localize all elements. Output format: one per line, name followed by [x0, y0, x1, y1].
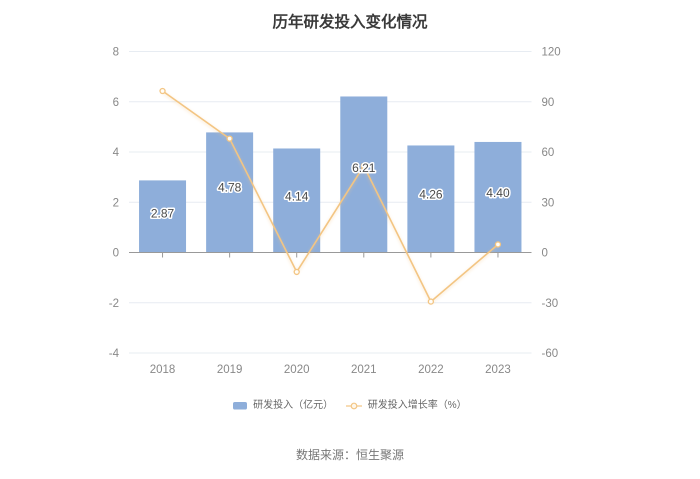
- svg-text:2022: 2022: [418, 364, 444, 376]
- svg-text:2.87: 2.87: [151, 207, 175, 221]
- svg-text:4: 4: [113, 147, 120, 159]
- svg-text:4.78: 4.78: [218, 181, 242, 195]
- svg-text:2021: 2021: [351, 364, 377, 376]
- svg-text:2: 2: [113, 197, 119, 209]
- svg-text:4.40: 4.40: [486, 186, 510, 200]
- svg-text:-2: -2: [109, 298, 119, 310]
- svg-text:60: 60: [542, 147, 555, 159]
- svg-text:-4: -4: [109, 348, 120, 360]
- svg-text:2018: 2018: [150, 364, 176, 376]
- svg-text:120: 120: [542, 47, 561, 59]
- svg-text:-60: -60: [542, 348, 559, 360]
- svg-text:2023: 2023: [485, 364, 511, 376]
- svg-text:0: 0: [113, 248, 119, 260]
- svg-text:2020: 2020: [284, 364, 310, 376]
- svg-text:4.14: 4.14: [285, 189, 309, 203]
- svg-text:30: 30: [542, 197, 555, 209]
- svg-text:8: 8: [113, 47, 119, 59]
- svg-text:2019: 2019: [217, 364, 243, 376]
- svg-text:90: 90: [542, 97, 555, 109]
- svg-text:6.21: 6.21: [352, 161, 376, 175]
- svg-text:4.26: 4.26: [419, 188, 443, 202]
- svg-text:6: 6: [113, 97, 119, 109]
- svg-text:-30: -30: [542, 298, 559, 310]
- svg-text:0: 0: [542, 248, 548, 260]
